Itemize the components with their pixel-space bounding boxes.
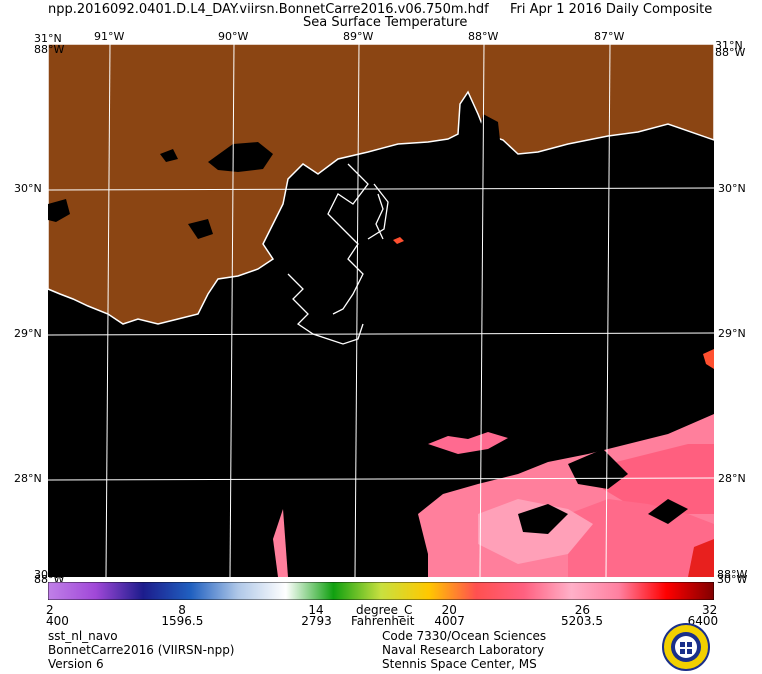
colorbar-celsius-tick: 14 (308, 603, 324, 617)
latitude-line (48, 332, 714, 336)
longitude-label: 90°W (218, 30, 249, 43)
longitude-label: 87°W (594, 30, 625, 43)
colorbar-fahrenheit-tick: 400 (46, 614, 69, 628)
latitude-label-left: 28°N (14, 472, 42, 485)
colorbar-unit-fahrenheit: Fahrenheit (351, 614, 415, 628)
footer-code: Code 7330/Ocean Sciences (382, 629, 547, 643)
latitude-label-left: 30°N (14, 182, 42, 195)
footer-product-code: sst_nl_navo (48, 629, 118, 643)
colorbar-fahrenheit-tick: 2793 (301, 614, 332, 628)
latitude-line (48, 477, 714, 481)
latitude-label-right: 30°N (718, 182, 746, 195)
latitude-label-right: 29°N (718, 327, 746, 340)
colorbar-fahrenheit-tick: 1596.5 (161, 614, 204, 628)
latitude-label-left: 29°N (14, 327, 42, 340)
colorbar-celsius-tick: 2 (46, 603, 54, 617)
longitude-line (354, 44, 360, 577)
footer-location: Stennis Space Center, MS (382, 657, 537, 671)
corner-label-top-left-overlap: 88°W (34, 43, 65, 56)
longitude-line (479, 44, 485, 577)
sst-warm-patches (273, 237, 714, 577)
footer-region: BonnetCarre2016 (VIIRSN-npp) (48, 643, 235, 657)
product-title: Sea Surface Temperature (303, 15, 468, 30)
sst-colorbar (48, 582, 714, 600)
longitude-line (605, 44, 611, 577)
composite-date: Fri Apr 1 2016 Daily Composite (510, 2, 713, 17)
colorbar-fahrenheit-tick: 6400 (687, 614, 719, 628)
nrl-seal-icon (662, 623, 710, 671)
latitude-line (48, 187, 714, 191)
longitude-label: 91°W (94, 30, 125, 43)
longitude-label: 88°W (468, 30, 499, 43)
footer-lab: Naval Research Laboratory (382, 643, 545, 657)
colorbar-celsius-tick: 32 (702, 603, 718, 617)
colorbar-celsius-tick: 20 (441, 603, 457, 617)
corner-label-bottom-right-overlap: 30°W (717, 573, 748, 586)
colorbar-fahrenheit-tick: 5203.5 (561, 614, 603, 628)
longitude-label: 89°W (343, 30, 374, 43)
colorbar-celsius-tick: 26 (574, 603, 591, 617)
land-area (48, 44, 714, 325)
filename-title: npp.2016092.0401.D.L4_DAY.viirsn.BonnetC… (48, 2, 489, 17)
colorbar-fahrenheit-tick: 4007 (434, 614, 465, 628)
corner-label-top-right: 31°N (715, 39, 743, 52)
corner-label-top-left: 31°N (34, 32, 62, 45)
sst-map (48, 44, 714, 577)
longitude-line (229, 44, 235, 577)
corner-label-bottom-right: 88°W (717, 568, 748, 581)
coast-fringe (287, 163, 389, 345)
colorbar-celsius-tick: 8 (178, 603, 186, 617)
colorbar-unit-celsius: degree_C (356, 603, 413, 617)
footer-version: Version 6 (48, 657, 104, 671)
corner-label-bottom-left: 30°W (34, 568, 65, 581)
latitude-label-right: 28°N (718, 472, 746, 485)
corner-label-top-right-overlap: 88°W (715, 46, 746, 59)
graticule-lines (48, 44, 714, 577)
longitude-line (105, 44, 111, 577)
